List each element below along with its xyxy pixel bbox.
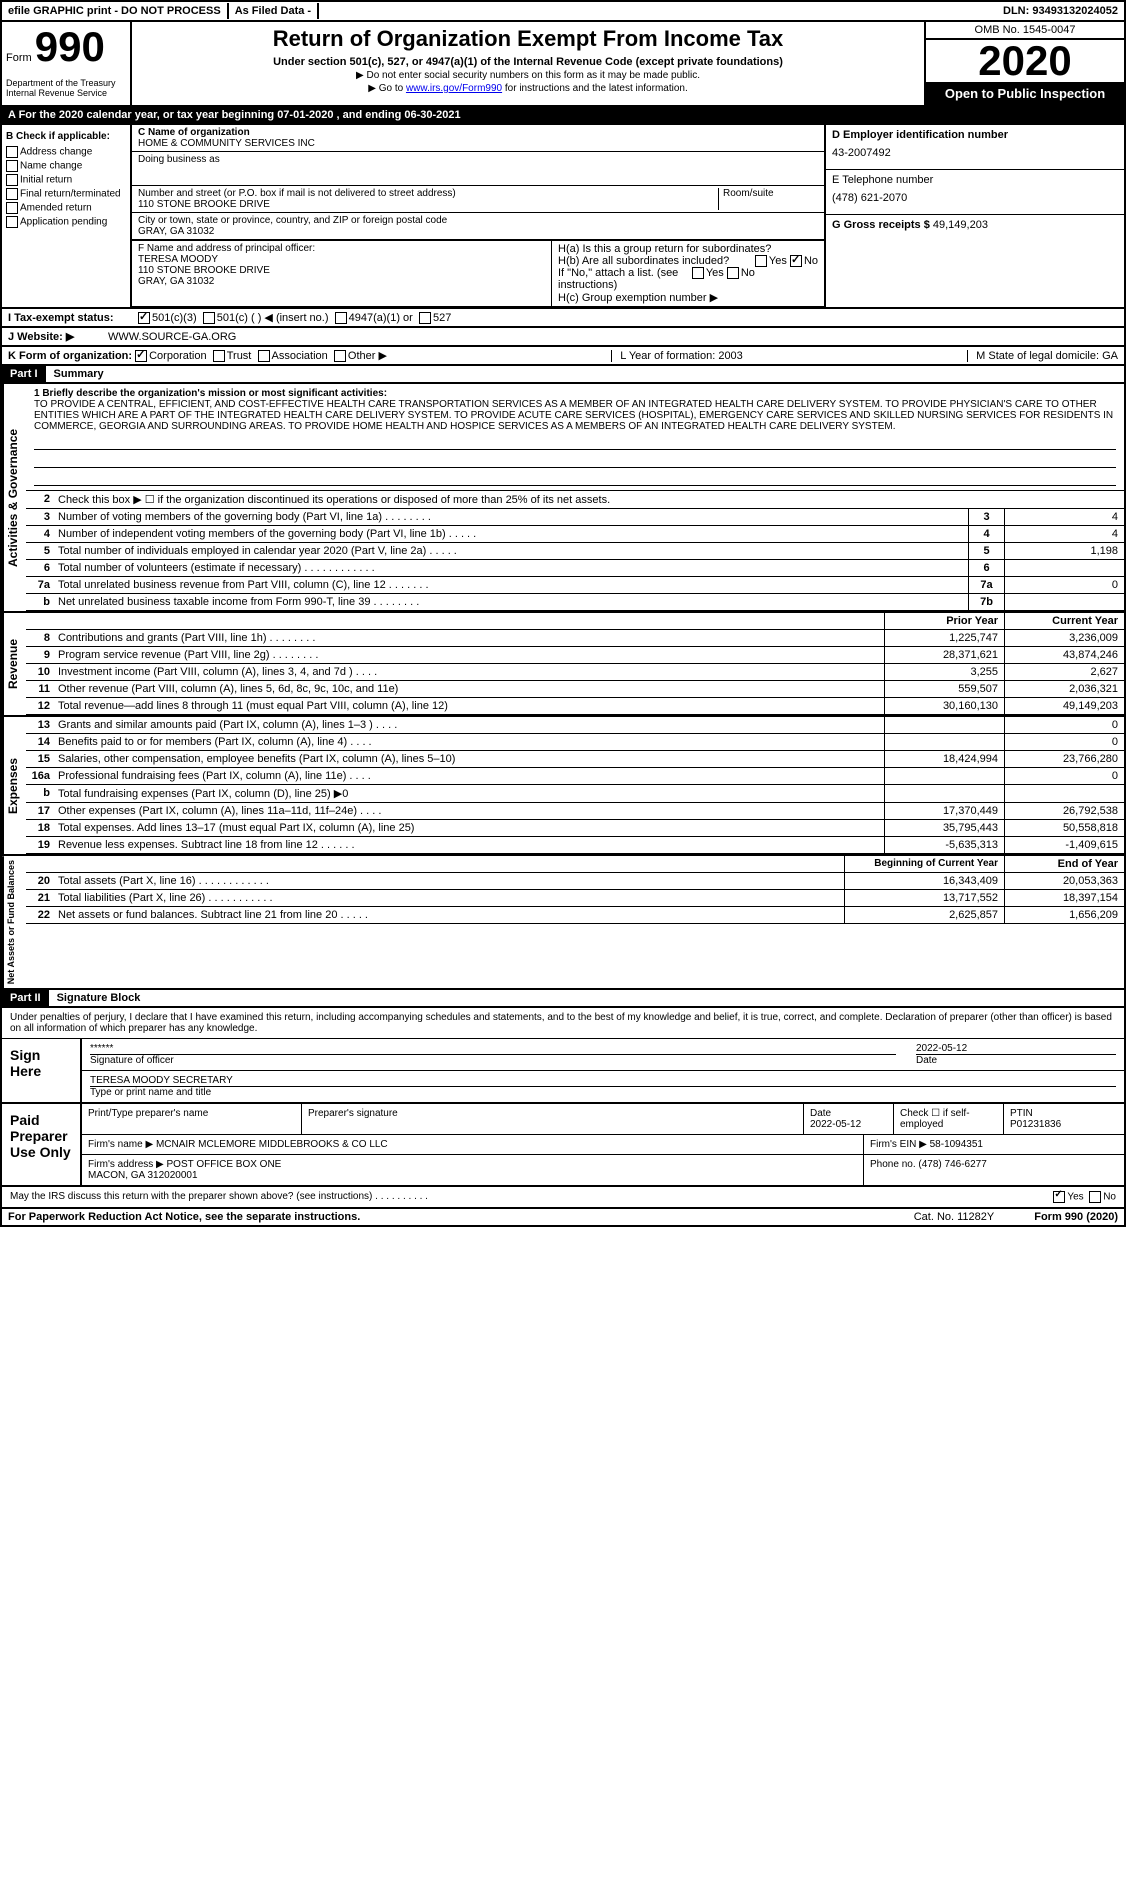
cb-assoc[interactable] (258, 350, 270, 362)
cb-name-change[interactable]: Name change (6, 160, 126, 172)
box-b: B Check if applicable: Address change Na… (2, 125, 132, 307)
row-i-tax-status: I Tax-exempt status: 501(c)(3) 501(c) ( … (0, 309, 1126, 328)
cat-no: Cat. No. 11282Y (914, 1211, 995, 1223)
net-assets-section: Net Assets or Fund Balances Beginning of… (0, 856, 1126, 990)
data-line: 17Other expenses (Part IX, column (A), l… (26, 803, 1124, 820)
entity-info-block: B Check if applicable: Address change Na… (0, 125, 1126, 309)
goto-note: ▶ Go to www.irs.gov/Form990 for instruct… (140, 83, 916, 94)
form-number: 990 (35, 23, 105, 70)
gov-line: 5Total number of individuals employed in… (26, 543, 1124, 560)
cb-pending[interactable]: Application pending (6, 216, 126, 228)
ptin: P01231836 (1010, 1119, 1061, 1130)
expenses-section: Expenses 13Grants and similar amounts pa… (0, 717, 1126, 856)
cb-final-return[interactable]: Final return/terminated (6, 188, 126, 200)
form-subtitle: Under section 501(c), 527, or 4947(a)(1)… (140, 56, 916, 68)
gov-line: 3Number of voting members of the governi… (26, 509, 1124, 526)
cb-discuss-no[interactable] (1089, 1191, 1101, 1203)
irs-link[interactable]: www.irs.gov/Form990 (406, 83, 502, 94)
data-line: 16aProfessional fundraising fees (Part I… (26, 768, 1124, 785)
perjury-declaration: Under penalties of perjury, I declare th… (2, 1008, 1124, 1039)
firm-ein: 58-1094351 (930, 1139, 983, 1150)
box-c: C Name of organization HOME & COMMUNITY … (132, 125, 824, 307)
data-line: 13Grants and similar amounts paid (Part … (26, 717, 1124, 734)
cb-527[interactable] (419, 312, 431, 324)
gov-line: bNet unrelated business taxable income f… (26, 594, 1124, 611)
h-note: If "No," attach a list. (see instruction… (558, 267, 818, 291)
box-d-e-g: D Employer identification number 43-2007… (824, 125, 1124, 307)
cb-4947[interactable] (335, 312, 347, 324)
cb-501c[interactable] (203, 312, 215, 324)
part2-header: Part II Signature Block (0, 990, 1126, 1008)
revenue-section: Revenue Prior Year Current Year 8Contrib… (0, 613, 1126, 717)
row-k-org-form: K Form of organization: Corporation Trus… (0, 347, 1126, 366)
data-line: 21Total liabilities (Part X, line 26) . … (26, 890, 1124, 907)
row-j-website: J Website: ▶ WWW.SOURCE-GA.ORG (0, 328, 1126, 347)
h-c: H(c) Group exemption number ▶ (558, 291, 818, 304)
row-a-tax-year: A For the 2020 calendar year, or tax yea… (0, 107, 1126, 125)
year-formation: L Year of formation: 2003 (611, 350, 743, 362)
cb-other[interactable] (334, 350, 346, 362)
gov-line: 4Number of independent voting members of… (26, 526, 1124, 543)
efile-top-bar: efile GRAPHIC print - DO NOT PROCESS As … (0, 0, 1126, 22)
form-header: Form 990 Department of the Treasury Inte… (0, 22, 1126, 107)
signature-block: Under penalties of perjury, I declare th… (0, 1008, 1126, 1209)
form-title: Return of Organization Exempt From Incom… (140, 26, 916, 52)
data-line: 12Total revenue—add lines 8 through 11 (… (26, 698, 1124, 715)
form-ref: Form 990 (2020) (1034, 1211, 1118, 1223)
data-line: 8Contributions and grants (Part VIII, li… (26, 630, 1124, 647)
data-line: 19Revenue less expenses. Subtract line 1… (26, 837, 1124, 854)
cb-discuss-yes[interactable] (1053, 1191, 1065, 1203)
org-city: GRAY, GA 31032 (138, 226, 818, 237)
org-name: HOME & COMMUNITY SERVICES INC (138, 138, 818, 149)
cb-corp[interactable] (135, 350, 147, 362)
gov-line: 7aTotal unrelated business revenue from … (26, 577, 1124, 594)
data-line: bTotal fundraising expenses (Part IX, co… (26, 785, 1124, 803)
data-line: 15Salaries, other compensation, employee… (26, 751, 1124, 768)
dln: DLN: 93493132024052 (997, 3, 1124, 19)
activities-governance: Activities & Governance 1 Briefly descri… (0, 384, 1126, 613)
part1-header: Part I Summary (0, 366, 1126, 384)
data-line: 9Program service revenue (Part VIII, lin… (26, 647, 1124, 664)
sign-here-label: Sign Here (2, 1039, 82, 1102)
data-line: 10Investment income (Part VIII, column (… (26, 664, 1124, 681)
cb-initial-return[interactable]: Initial return (6, 174, 126, 186)
state-domicile: M State of legal domicile: GA (967, 350, 1118, 362)
tax-year: 2020 (926, 40, 1124, 82)
gov-line: 2Check this box ▶ ☐ if the organization … (26, 491, 1124, 509)
public-inspection: Open to Public Inspection (926, 82, 1124, 105)
data-line: 22Net assets or fund balances. Subtract … (26, 907, 1124, 924)
pra-notice: For Paperwork Reduction Act Notice, see … (8, 1211, 360, 1223)
sig-date: 2022-05-12 (916, 1043, 1116, 1054)
org-address: 110 STONE BROOKE DRIVE (138, 199, 718, 210)
ein: 43-2007492 (832, 141, 1118, 165)
gross-receipts: 49,149,203 (933, 219, 988, 231)
website: WWW.SOURCE-GA.ORG (108, 331, 236, 343)
firm-name: MCNAIR MCLEMORE MIDDLEBROOKS & CO LLC (156, 1139, 388, 1150)
paid-preparer-label: Paid Preparer Use Only (2, 1104, 82, 1185)
data-line: 11Other revenue (Part VIII, column (A), … (26, 681, 1124, 698)
cb-501c3[interactable] (138, 312, 150, 324)
h-a: H(a) Is this a group return for subordin… (558, 243, 818, 255)
phone: (478) 621-2070 (832, 186, 1118, 210)
data-line: 20Total assets (Part X, line 16) . . . .… (26, 873, 1124, 890)
data-line: 18Total expenses. Add lines 13–17 (must … (26, 820, 1124, 837)
gov-line: 6Total number of volunteers (estimate if… (26, 560, 1124, 577)
cb-address-change[interactable]: Address change (6, 146, 126, 158)
cb-amended[interactable]: Amended return (6, 202, 126, 214)
cb-trust[interactable] (213, 350, 225, 362)
officer-name: TERESA MOODY (138, 254, 545, 265)
mission-text: TO PROVIDE A CENTRAL, EFFICIENT, AND COS… (34, 399, 1116, 432)
ssn-note: ▶ Do not enter social security numbers o… (140, 70, 916, 81)
page-footer: For Paperwork Reduction Act Notice, see … (0, 1209, 1126, 1227)
officer-name-title: TERESA MOODY SECRETARY (90, 1075, 1116, 1086)
firm-phone: (478) 746-6277 (918, 1159, 986, 1170)
as-filed: As Filed Data - (229, 3, 319, 19)
form-label: Form (6, 52, 32, 64)
discuss-question: May the IRS discuss this return with the… (10, 1191, 428, 1203)
efile-notice: efile GRAPHIC print - DO NOT PROCESS (2, 3, 229, 19)
dept-treasury: Department of the Treasury Internal Reve… (6, 78, 126, 98)
data-line: 14Benefits paid to or for members (Part … (26, 734, 1124, 751)
